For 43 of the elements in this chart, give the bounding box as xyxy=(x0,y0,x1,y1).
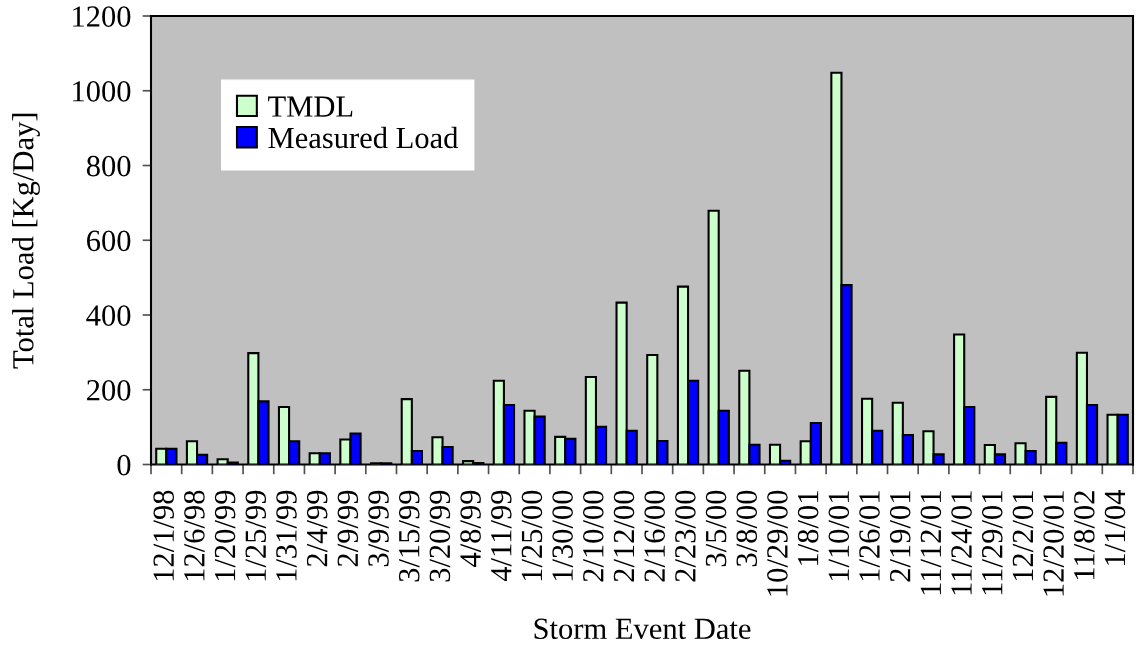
x-tick-label: 1/25/99 xyxy=(245,490,267,581)
x-tick-label: 2/23/00 xyxy=(675,490,696,582)
legend-label: Measured Load xyxy=(268,126,459,149)
x-tick-label: 1/26/01 xyxy=(859,491,880,581)
legend-label: TMDL xyxy=(268,96,353,117)
x-tick-label: 3/8/00 xyxy=(736,490,758,567)
y-tick-label: 400 xyxy=(86,305,131,326)
x-tick-label: 1/30/00 xyxy=(552,490,573,581)
x-tick-label: 4/11/99 xyxy=(491,490,512,582)
x-tick-label: 12/20/01 xyxy=(1043,491,1064,596)
x-tick-label: 1/1/04 xyxy=(1104,489,1126,565)
x-tick-label: 1/10/01 xyxy=(828,491,850,581)
x-tick-label: 3/20/99 xyxy=(429,490,451,582)
x-tick-label: 2/10/00 xyxy=(583,490,604,582)
y-tick-label: 600 xyxy=(87,230,131,252)
x-tick-label: 1/25/00 xyxy=(521,490,543,581)
x-tick-label: 1/31/99 xyxy=(276,490,297,581)
x-tick-label: 4/8/99 xyxy=(460,490,481,567)
x-tick-label: 3/9/99 xyxy=(368,490,389,567)
y-tick-label: 0 xyxy=(117,454,131,476)
x-tick-label: 11/8/02 xyxy=(1074,491,1095,580)
y-tick-label: 1000 xyxy=(73,81,131,102)
x-tick-label: 11/24/01 xyxy=(951,491,972,595)
x-tick-label: 11/29/01 xyxy=(981,491,1003,595)
y-tick-label: 200 xyxy=(87,380,131,401)
y-tick-label: 800 xyxy=(86,155,131,177)
y-axis-title: Total Load [Kg/Day] xyxy=(12,113,40,369)
x-tick-label: 1/8/01 xyxy=(797,491,819,565)
x-tick-label: 3/5/00 xyxy=(705,490,727,567)
x-tick-label: 12/2/01 xyxy=(1012,491,1034,581)
x-tick-label: 12/1/98 xyxy=(153,490,174,581)
x-tick-label: 1/20/99 xyxy=(214,490,236,581)
x-tick-label: 2/9/99 xyxy=(337,490,359,567)
x-tick-label: 12/6/98 xyxy=(184,490,205,581)
x-tick-label: 2/19/01 xyxy=(889,491,911,582)
x-tick-label: 3/15/99 xyxy=(398,490,420,582)
x-tick-label: 2/12/00 xyxy=(613,490,635,582)
x-axis-title: Storm Event Date xyxy=(534,618,751,640)
y-tick-label: 1200 xyxy=(73,6,131,27)
x-tick-label: 2/4/99 xyxy=(306,490,328,567)
x-tick-label: 2/16/00 xyxy=(644,490,665,582)
x-tick-label: 10/29/00 xyxy=(767,490,788,596)
x-tick-label: 11/12/01 xyxy=(920,491,942,595)
